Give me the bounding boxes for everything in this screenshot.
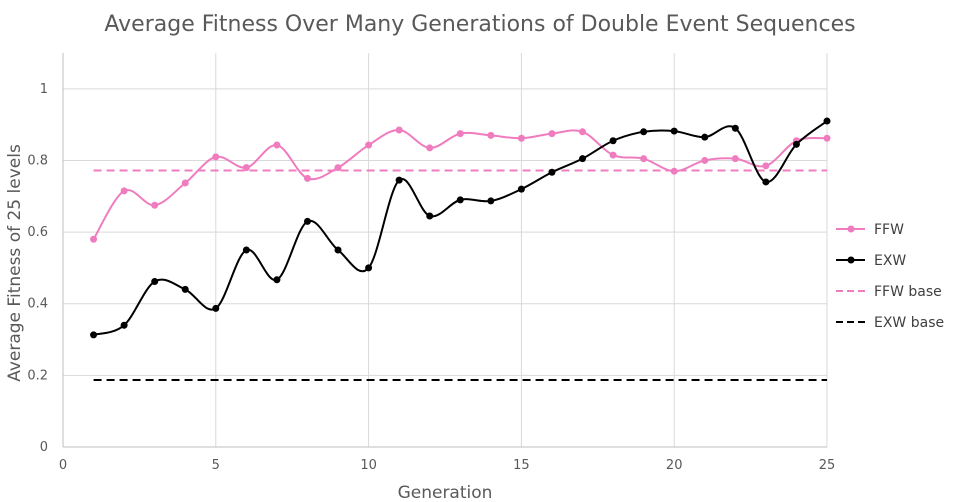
y-tick-label: 1 <box>40 82 48 97</box>
ffw-point <box>120 187 128 195</box>
exw-point <box>609 137 617 145</box>
y-tick-label: 0.8 <box>27 153 48 168</box>
x-tick-label: 0 <box>59 458 67 473</box>
y-tick-label: 0 <box>40 440 48 455</box>
ffw-point <box>731 155 739 163</box>
exw-point <box>273 276 281 284</box>
ffw-point <box>579 128 587 136</box>
legend-label: FFW <box>874 222 904 238</box>
y-tick-label: 0.2 <box>27 368 48 383</box>
exw-point <box>548 168 556 176</box>
ffw-point <box>303 174 311 182</box>
exw-point <box>90 331 98 339</box>
legend-marker <box>847 225 855 233</box>
exw-point <box>181 285 189 293</box>
exw-point <box>120 321 128 329</box>
x-tick-label: 20 <box>666 458 683 473</box>
legend-item-ffw-base: FFW base <box>836 284 942 300</box>
ffw-point <box>426 144 434 152</box>
ffw-point <box>395 126 403 134</box>
x-tick-label: 25 <box>819 458 836 473</box>
exw-point <box>456 196 464 204</box>
exw-point <box>487 197 495 205</box>
ffw-point <box>517 134 525 142</box>
legend-item-ffw: FFW <box>836 222 904 238</box>
exw-point <box>303 217 311 225</box>
ffw-point <box>823 134 831 142</box>
ffw-point <box>273 141 281 149</box>
exw-point <box>792 140 800 148</box>
legend-marker <box>847 256 855 264</box>
x-tick-label: 15 <box>513 458 530 473</box>
tick-labels: 00.20.40.60.810 5 10 15 20 25 <box>27 82 835 473</box>
ffw-point <box>90 235 98 243</box>
exw-point <box>151 278 159 286</box>
exw-point <box>426 212 434 220</box>
y-axis-title: Average Fitness of 25 levels <box>5 144 25 382</box>
legend: FFW EXW FFW base EXW base <box>836 222 944 331</box>
ffw-point <box>670 167 678 175</box>
exw-line <box>93 120 828 336</box>
legend-item-exw-base: EXW base <box>836 315 944 331</box>
chart-title: Average Fitness Over Many Generations of… <box>104 12 855 37</box>
x-tick-label: 10 <box>360 458 377 473</box>
exw-point <box>579 155 587 163</box>
legend-label: EXW base <box>874 315 944 331</box>
x-axis-title: Generation <box>398 483 493 502</box>
exw-point <box>701 133 709 141</box>
ffw-point <box>762 162 770 170</box>
exw-point <box>670 127 678 135</box>
ffw-point <box>151 201 159 209</box>
exw-point <box>212 304 220 312</box>
gridlines <box>63 53 828 447</box>
exw-point <box>640 128 648 136</box>
ffw-point <box>487 131 495 139</box>
ffw-point <box>181 179 189 187</box>
exw-point <box>762 178 770 186</box>
exw-point <box>242 246 250 254</box>
legend-label: FFW base <box>874 284 942 300</box>
ffw-point <box>365 141 373 149</box>
exw-point <box>334 246 342 254</box>
axes <box>62 53 827 448</box>
ffw-point <box>334 164 342 172</box>
exw-point <box>365 264 373 272</box>
ffw-point <box>456 130 464 138</box>
legend-item-exw: EXW <box>836 253 906 269</box>
ffw-point <box>212 153 220 161</box>
ffw-point <box>242 164 250 172</box>
ffw-point <box>548 130 556 138</box>
series <box>90 117 831 382</box>
x-tick-label: 5 <box>212 458 220 473</box>
exw-point <box>823 117 831 125</box>
ffw-point <box>640 155 648 163</box>
y-tick-label: 0.4 <box>27 297 48 312</box>
ffw-line <box>92 129 828 240</box>
exw-point <box>517 185 525 193</box>
exw-point <box>731 124 739 132</box>
ffw-point <box>609 151 617 159</box>
ffw-point <box>701 156 709 164</box>
legend-label: EXW <box>874 253 906 269</box>
y-tick-label: 0.6 <box>27 225 48 240</box>
exw-point <box>395 176 403 184</box>
